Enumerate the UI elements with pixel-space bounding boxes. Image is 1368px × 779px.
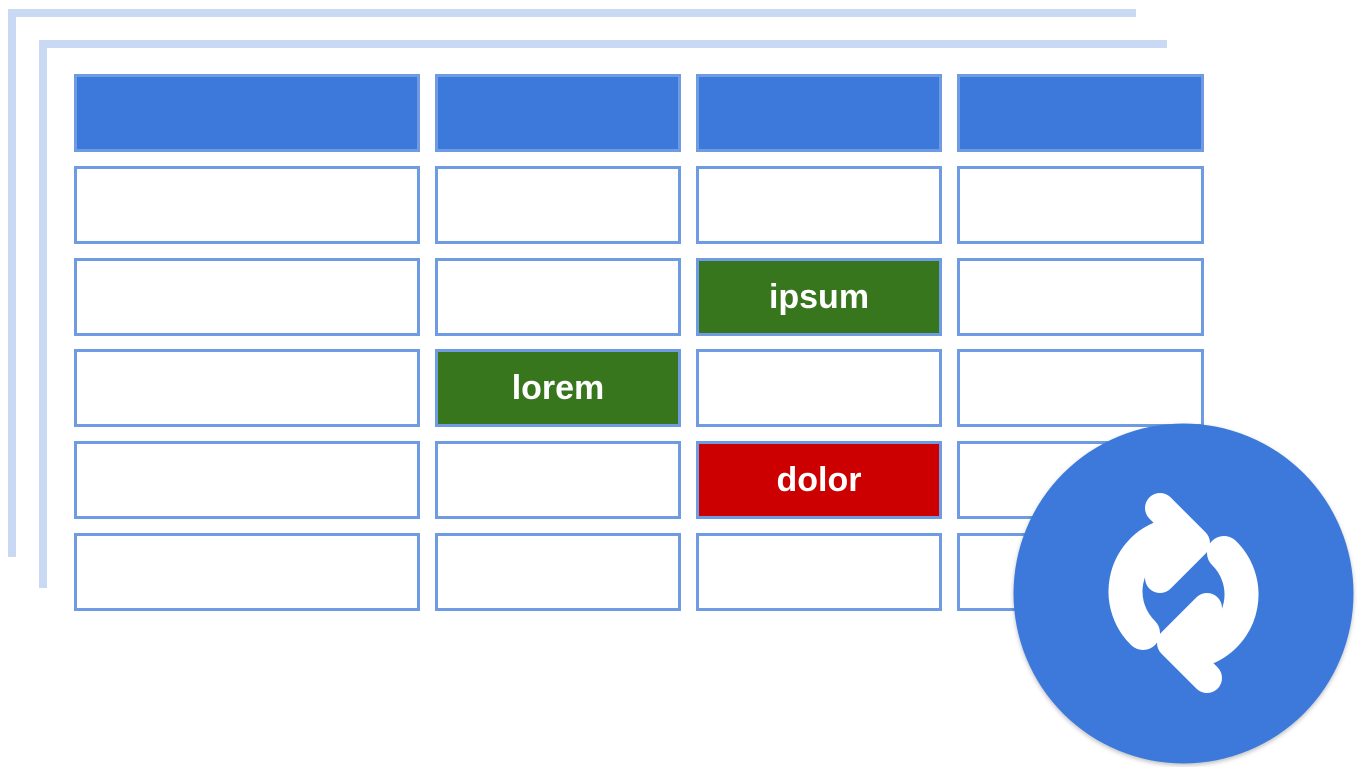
table-cell — [696, 533, 942, 611]
back-sheet — [8, 9, 1136, 557]
highlighted-cell-dolor: dolor — [696, 441, 942, 519]
header-cell — [435, 74, 681, 152]
table-cell — [435, 258, 681, 336]
table-cell — [696, 349, 942, 427]
table-cell — [957, 349, 1204, 427]
table-cell — [74, 441, 420, 519]
back-sheet — [39, 40, 1167, 588]
table-cell — [74, 258, 420, 336]
table-cell — [435, 441, 681, 519]
highlighted-cell-lorem: lorem — [435, 349, 681, 427]
badge-circle — [1013, 423, 1354, 764]
table-cell — [74, 533, 420, 611]
highlighted-cell-ipsum: ipsum — [696, 258, 942, 336]
table-cell — [74, 166, 420, 244]
table-cell — [957, 258, 1204, 336]
sync-badge — [1013, 423, 1354, 764]
table-cell — [435, 166, 681, 244]
header-cell — [957, 74, 1204, 152]
table-cell — [74, 349, 420, 427]
header-cell — [696, 74, 942, 152]
header-cell — [74, 74, 420, 152]
table-cell — [957, 166, 1204, 244]
table-cell — [435, 533, 681, 611]
table-cell — [696, 166, 942, 244]
sync-icon — [1108, 493, 1259, 693]
